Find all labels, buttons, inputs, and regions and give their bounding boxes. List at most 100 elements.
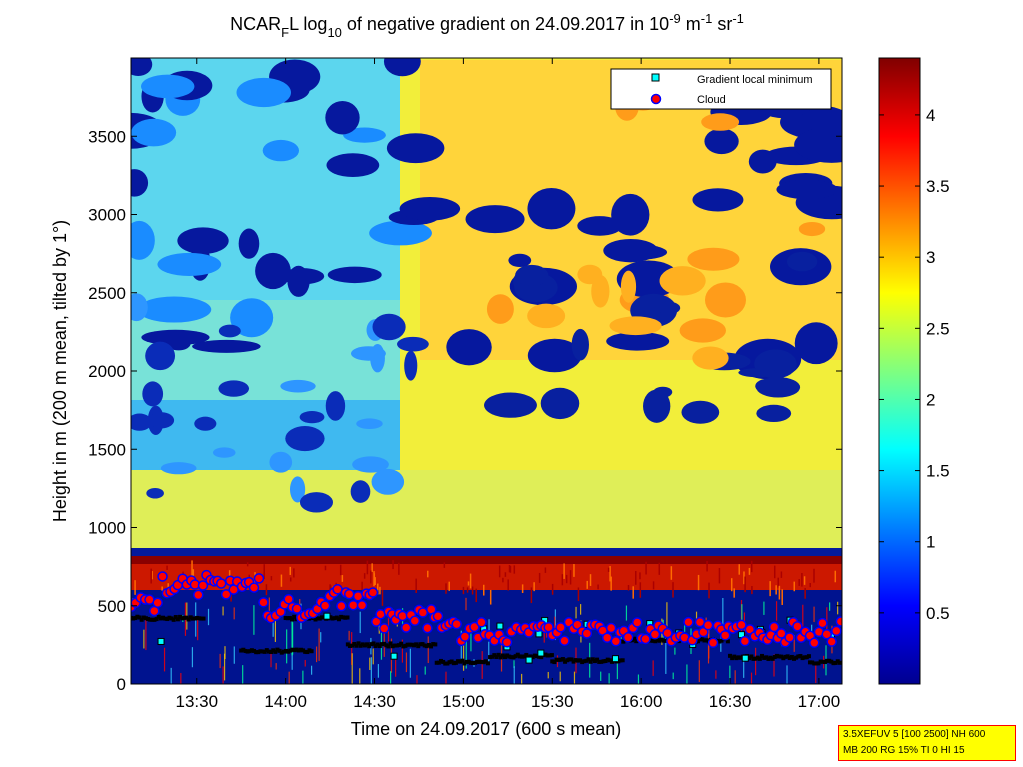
heatmap-patch xyxy=(527,303,566,329)
heatmap-streak xyxy=(351,653,353,684)
gradient-minimum-marker xyxy=(239,648,244,653)
heatmap-streak xyxy=(381,590,384,606)
heatmap-streak xyxy=(416,675,418,684)
heatmap-patch xyxy=(145,341,176,371)
cloud-marker xyxy=(343,588,355,600)
heatmap-streak xyxy=(589,574,592,586)
heatmap-streak xyxy=(608,673,610,684)
heatmap-patch xyxy=(194,416,217,431)
heatmap-streak xyxy=(443,562,446,568)
heatmap-patch xyxy=(704,282,746,318)
heatmap-patch xyxy=(141,74,195,99)
heatmap-streak xyxy=(666,602,668,633)
colorbar-tick-label: 2 xyxy=(926,390,935,409)
legend-min-label: Gradient local minimum xyxy=(697,74,813,86)
gradient-minimum-marker xyxy=(133,616,138,621)
colorbar-tick-label: 1.5 xyxy=(926,462,950,481)
cloud-marker xyxy=(332,584,343,595)
cloud-marker xyxy=(784,632,795,643)
heatmap-patch xyxy=(659,266,706,296)
gradient-minimum-marker xyxy=(163,616,168,621)
gradient-minimum-marker xyxy=(386,644,391,649)
cloud-marker xyxy=(459,631,471,642)
gradient-minimum-marker xyxy=(571,659,576,664)
gradient-minimum-marker xyxy=(285,616,290,621)
heatmap-streak xyxy=(543,631,545,643)
heatmap-streak xyxy=(246,562,249,567)
heatmap-streak xyxy=(401,639,404,663)
gradient-minimum-marker xyxy=(354,643,359,648)
heatmap-streak xyxy=(390,671,392,684)
heatmap-streak xyxy=(600,671,602,681)
gradient-minimum-marker xyxy=(757,656,762,661)
gradient-minimum-marker xyxy=(651,638,656,643)
gradient-minimum-marker xyxy=(173,615,178,620)
heatmap-streak xyxy=(521,673,523,684)
heatmap-streak xyxy=(586,580,588,589)
gradient-minimum-marker xyxy=(411,643,416,648)
gradient-minimum-marker xyxy=(301,648,306,653)
heatmap-patch xyxy=(212,447,236,458)
gradient-minimum-marker xyxy=(621,639,626,644)
heatmap-patch xyxy=(325,100,360,135)
heatmap-patch xyxy=(603,238,658,263)
gradient-minimum-marker xyxy=(445,661,450,666)
cloud-marker xyxy=(610,636,622,647)
heatmap-patch xyxy=(756,404,792,422)
heatmap-streak xyxy=(561,574,564,586)
gradient-minimum-marker xyxy=(490,654,495,659)
heatmap-streak xyxy=(708,582,710,599)
heatmap-patch xyxy=(236,77,292,108)
gradient-minimum-marker xyxy=(477,659,482,664)
cloud-marker xyxy=(347,599,359,611)
gradient-minimum-marker xyxy=(785,654,790,659)
heatmap-patch xyxy=(681,400,720,424)
gradient-minimum-marker xyxy=(725,639,730,644)
cloud-marker xyxy=(821,629,832,640)
gradient-minimum-marker xyxy=(418,642,423,647)
heatmap-streak xyxy=(197,619,199,641)
gradient-minimum-marker xyxy=(770,656,775,661)
y-tick-label: 0 xyxy=(117,675,126,694)
gradient-minimum-marker xyxy=(649,638,654,643)
heatmap-patch xyxy=(131,118,177,147)
gradient-minimum-marker xyxy=(607,658,612,663)
heatmap-patch xyxy=(131,293,148,322)
heatmap-streak xyxy=(665,637,667,674)
heatmap-patch xyxy=(325,391,346,421)
heatmap-streak xyxy=(371,563,373,573)
heatmap-patch xyxy=(218,380,250,397)
heatmap-patch xyxy=(399,197,461,221)
heatmap-patch xyxy=(350,480,371,503)
y-axis: 0 500 1000 1500 2000 2500 3000 3500 xyxy=(88,127,842,694)
gradient-minimum-marker xyxy=(837,660,842,665)
heatmap-streak xyxy=(366,560,369,575)
cloud-marker xyxy=(622,632,634,643)
gradient-minimum-marker xyxy=(192,616,197,621)
gradient-minimum-marker xyxy=(345,615,350,620)
gradient-minimum-marker xyxy=(597,659,602,664)
heatmap-streak xyxy=(270,651,272,668)
heatmap-streak xyxy=(448,581,450,591)
heatmap-patch xyxy=(571,328,589,361)
heatmap-streak xyxy=(597,584,599,590)
colorbar-tick-label: 4 xyxy=(926,106,935,125)
gradient-minimum-marker xyxy=(534,654,539,659)
gradient-minimum-marker xyxy=(290,617,295,622)
gradient-minimum-marker xyxy=(492,653,497,658)
heatmap-streak xyxy=(734,670,736,684)
heatmap-streak xyxy=(697,574,700,591)
gradient-minimum-marker xyxy=(426,642,431,647)
heatmap-patch xyxy=(515,264,549,287)
cloud-marker xyxy=(581,628,593,639)
gradient-minimum-marker xyxy=(736,655,741,660)
gradient-minimum-marker xyxy=(157,637,165,645)
heatmap-streak xyxy=(834,570,837,583)
gradient-minimum-marker xyxy=(254,650,259,655)
heatmap-streak xyxy=(310,665,313,675)
heatmap-streak xyxy=(302,670,304,684)
heatmap-streak xyxy=(470,626,472,652)
heatmap-patch xyxy=(369,220,432,246)
gradient-minimum-marker xyxy=(728,653,733,658)
heatmap-streak xyxy=(748,567,751,575)
